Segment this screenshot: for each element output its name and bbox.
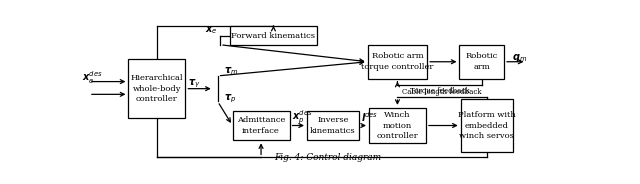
Bar [461, 99, 513, 152]
Text: Torque feedback: Torque feedback [410, 87, 469, 95]
Bar [369, 108, 426, 143]
Text: $\boldsymbol{q}_m$: $\boldsymbol{q}_m$ [511, 52, 527, 63]
Text: embedded: embedded [465, 121, 509, 130]
Text: motion: motion [383, 121, 412, 130]
Text: interface: interface [242, 127, 280, 135]
Text: Platform with: Platform with [458, 111, 516, 119]
Text: Robotic arm: Robotic arm [372, 52, 423, 60]
Bar [230, 26, 317, 45]
Text: $\boldsymbol{x}_e$: $\boldsymbol{x}_e$ [205, 24, 218, 36]
Text: Robotic: Robotic [466, 52, 498, 60]
Text: Hierarchical: Hierarchical [131, 74, 183, 82]
Text: $\boldsymbol{\tau}_m$: $\boldsymbol{\tau}_m$ [223, 65, 238, 77]
Text: $\boldsymbol{x}_e^{des}$: $\boldsymbol{x}_e^{des}$ [83, 70, 103, 86]
Text: torque controller: torque controller [361, 63, 434, 71]
Text: Inverse: Inverse [317, 116, 349, 124]
Text: Fig. 4: Control diagram: Fig. 4: Control diagram [275, 153, 381, 162]
Text: arm: arm [474, 63, 490, 71]
Text: Admittance: Admittance [237, 116, 285, 124]
Text: whole-body: whole-body [132, 85, 181, 93]
Text: Winch: Winch [384, 111, 411, 119]
Text: controller: controller [376, 132, 419, 140]
Text: $\boldsymbol{\tau}_p$: $\boldsymbol{\tau}_p$ [223, 93, 236, 105]
Text: $\boldsymbol{l}^{des}$: $\boldsymbol{l}^{des}$ [362, 110, 379, 124]
Bar [232, 111, 289, 140]
Text: Forward kinematics: Forward kinematics [232, 31, 316, 40]
Bar [307, 111, 359, 140]
Text: kinematics: kinematics [310, 127, 356, 135]
Bar [368, 45, 428, 79]
Text: controller: controller [136, 95, 178, 103]
Bar [460, 45, 504, 79]
Text: $\boldsymbol{\tau}_\gamma$: $\boldsymbol{\tau}_\gamma$ [188, 77, 200, 90]
Text: winch servos: winch servos [460, 132, 514, 140]
Text: $\boldsymbol{x}_p^{des}$: $\boldsymbol{x}_p^{des}$ [292, 108, 313, 126]
Bar [129, 59, 186, 118]
Text: Cable length feedback: Cable length feedback [403, 88, 482, 95]
